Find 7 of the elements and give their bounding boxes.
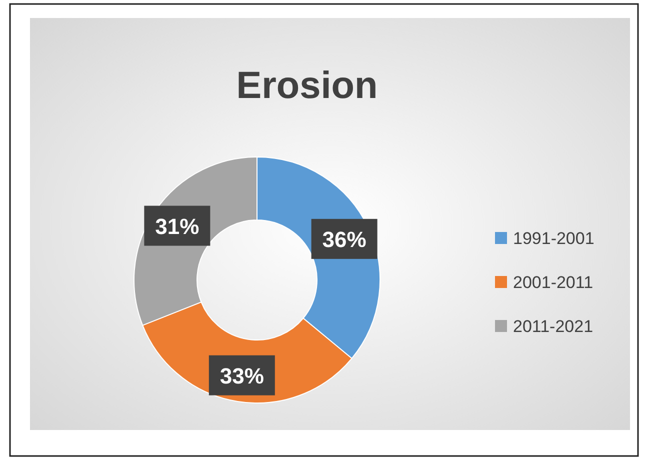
data-label: 36% — [322, 226, 366, 252]
legend-label: 2001-2011 — [513, 273, 594, 292]
chart-title: Erosion — [236, 65, 378, 107]
legend-label: 1991-2001 — [513, 229, 594, 248]
legend-label: 2011-2021 — [513, 317, 594, 336]
data-label: 33% — [220, 363, 264, 388]
data-label: 31% — [155, 214, 200, 239]
